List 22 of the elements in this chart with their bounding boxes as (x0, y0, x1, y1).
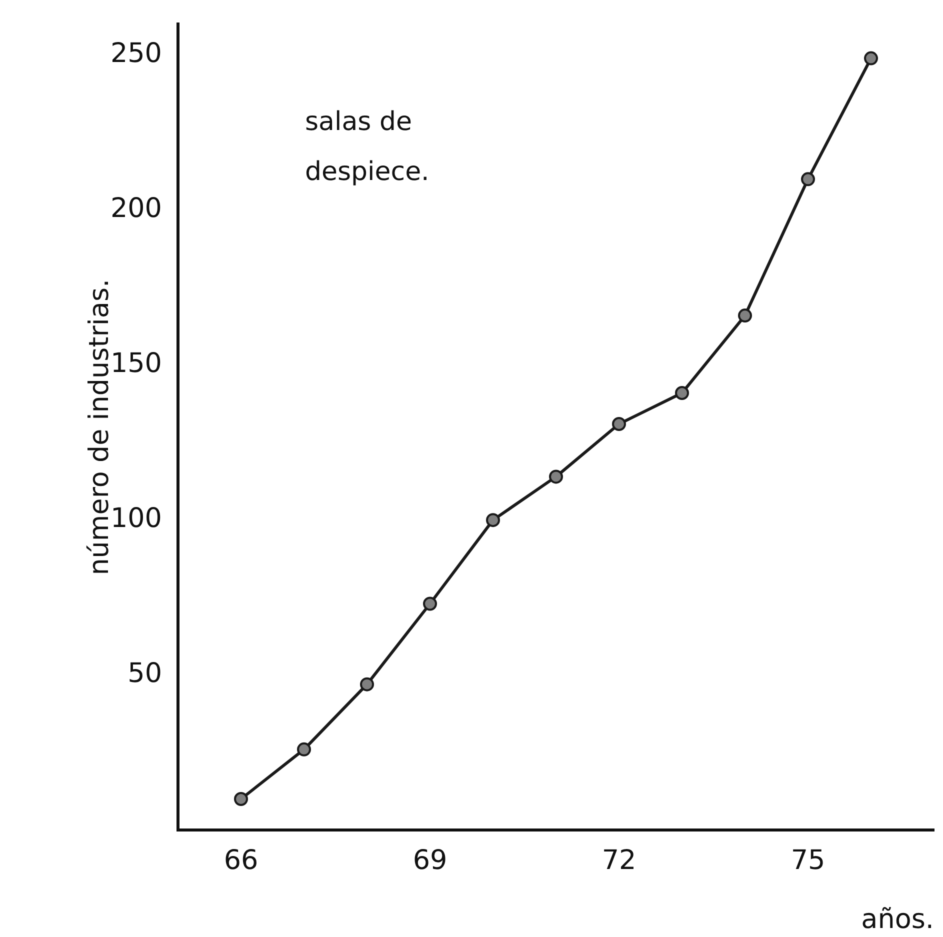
y-tick-label: 150 (110, 348, 162, 380)
point (612, 417, 626, 431)
point (738, 308, 752, 323)
x-tick-label: 66 (224, 845, 258, 876)
point (234, 792, 248, 806)
point (297, 742, 311, 756)
x-tick-label: 75 (790, 845, 826, 876)
point (549, 470, 563, 484)
x-tick-label: 69 (412, 845, 448, 876)
y-tick-label: 200 (110, 193, 162, 224)
y-tick-label: 100 (110, 503, 162, 534)
point (360, 677, 374, 692)
annotation: salas de despiece. (305, 107, 430, 187)
point (423, 596, 437, 611)
x-tick-label: 72 (602, 845, 636, 876)
y-tick-label: 50 (128, 658, 162, 690)
point (675, 386, 689, 400)
point (486, 513, 500, 528)
x-axis-title: años. (861, 904, 934, 935)
point (801, 172, 815, 186)
y-tick-label: 250 (110, 38, 162, 70)
point (864, 51, 878, 66)
